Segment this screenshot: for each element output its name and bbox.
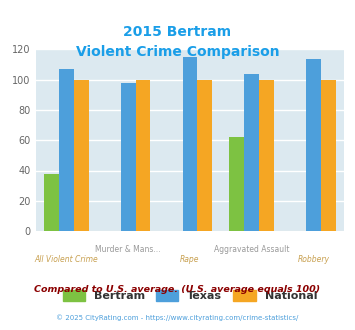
Bar (306, 58, 321, 231)
Bar (197, 80, 212, 231)
Bar (44, 174, 59, 231)
Bar (121, 83, 136, 231)
Text: Violent Crime Comparison: Violent Crime Comparison (76, 45, 279, 59)
Bar (74, 80, 89, 231)
Text: All Violent Crime: All Violent Crime (34, 255, 98, 264)
Bar (229, 137, 244, 231)
Text: © 2025 CityRating.com - https://www.cityrating.com/crime-statistics/: © 2025 CityRating.com - https://www.city… (56, 314, 299, 321)
Bar (59, 69, 74, 231)
Text: Rape: Rape (180, 255, 200, 264)
Text: 2015 Bertram: 2015 Bertram (124, 25, 231, 39)
Bar (182, 57, 197, 231)
Text: Murder & Mans...: Murder & Mans... (95, 245, 161, 254)
Bar (244, 74, 259, 231)
Bar (136, 80, 151, 231)
Bar (321, 80, 336, 231)
Text: Robbery: Robbery (297, 255, 329, 264)
Text: Aggravated Assault: Aggravated Assault (214, 245, 289, 254)
Text: Compared to U.S. average. (U.S. average equals 100): Compared to U.S. average. (U.S. average … (34, 285, 321, 294)
Legend: Bertram, Texas, National: Bertram, Texas, National (58, 285, 322, 306)
Bar (259, 80, 274, 231)
